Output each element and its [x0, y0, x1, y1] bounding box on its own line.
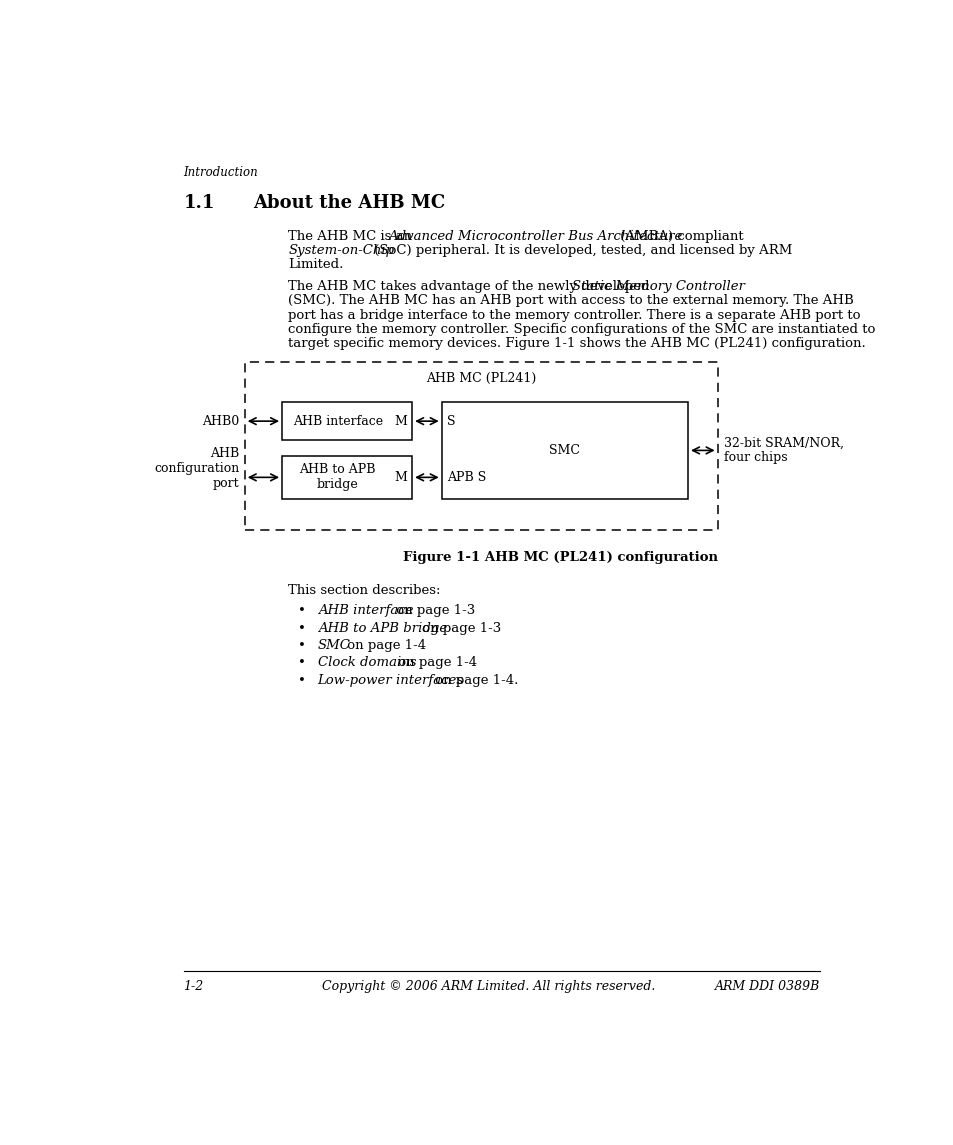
- Text: 32-bit SRAM/NOR,
four chips: 32-bit SRAM/NOR, four chips: [723, 436, 842, 465]
- Text: •: •: [298, 605, 306, 617]
- Text: on page 1-4.: on page 1-4.: [431, 673, 517, 687]
- Text: (SMC). The AHB MC has an AHB port with access to the external memory. The AHB: (SMC). The AHB MC has an AHB port with a…: [288, 294, 853, 308]
- Text: S: S: [447, 414, 456, 427]
- Text: •: •: [298, 656, 306, 670]
- Text: (AMBA) compliant: (AMBA) compliant: [616, 230, 742, 243]
- Text: AHB interface: AHB interface: [317, 605, 413, 617]
- Text: M: M: [395, 414, 407, 427]
- Text: The AHB MC takes advantage of the newly developed: The AHB MC takes advantage of the newly …: [288, 281, 653, 293]
- Text: Introduction: Introduction: [183, 166, 258, 179]
- Text: AHB to APB
bridge: AHB to APB bridge: [299, 464, 375, 491]
- Text: AHB MC (PL241): AHB MC (PL241): [426, 372, 536, 385]
- Text: Limited.: Limited.: [288, 259, 343, 271]
- Bar: [441, 402, 687, 499]
- Text: Figure 1-1 AHB MC (PL241) configuration: Figure 1-1 AHB MC (PL241) configuration: [402, 551, 717, 564]
- Text: AHB to APB bridge: AHB to APB bridge: [317, 622, 446, 634]
- Text: •: •: [298, 639, 306, 652]
- Text: AHB0: AHB0: [202, 414, 239, 427]
- Text: This section describes:: This section describes:: [288, 584, 440, 597]
- Text: port has a bridge interface to the memory controller. There is a separate AHB po: port has a bridge interface to the memor…: [288, 309, 860, 322]
- Text: Static Memory Controller: Static Memory Controller: [571, 281, 744, 293]
- Bar: [282, 456, 412, 499]
- Text: target specific memory devices. Figure 1-1 shows the AHB MC (PL241) configuratio: target specific memory devices. Figure 1…: [288, 338, 865, 350]
- Text: Low-power interfaces: Low-power interfaces: [317, 673, 463, 687]
- Text: on page 1-3: on page 1-3: [392, 605, 475, 617]
- Text: Clock domains: Clock domains: [317, 656, 416, 670]
- Text: Advanced Microcontroller Bus Architecture: Advanced Microcontroller Bus Architectur…: [387, 230, 681, 243]
- Text: AHB interface: AHB interface: [293, 414, 382, 427]
- Text: SMC: SMC: [549, 444, 579, 457]
- Text: ARM DDI 0389B: ARM DDI 0389B: [714, 980, 819, 993]
- Text: M: M: [395, 471, 407, 484]
- Text: on page 1-3: on page 1-3: [417, 622, 500, 634]
- Text: The AHB MC is an: The AHB MC is an: [288, 230, 416, 243]
- Text: APB S: APB S: [447, 471, 486, 484]
- Text: •: •: [298, 673, 306, 687]
- Text: (SoC) peripheral. It is developed, tested, and licensed by ARM: (SoC) peripheral. It is developed, teste…: [370, 244, 792, 256]
- Text: AHB
configuration
port: AHB configuration port: [154, 447, 239, 490]
- Text: SMC: SMC: [317, 639, 350, 652]
- Text: 1-2: 1-2: [183, 980, 204, 993]
- Text: configure the memory controller. Specific configurations of the SMC are instanti: configure the memory controller. Specifi…: [288, 323, 875, 335]
- Text: on page 1-4: on page 1-4: [394, 656, 476, 670]
- Text: About the AHB MC: About the AHB MC: [253, 194, 445, 212]
- Bar: [245, 362, 717, 530]
- Text: on page 1-4: on page 1-4: [343, 639, 426, 652]
- Bar: [282, 402, 412, 441]
- Text: 1.1: 1.1: [183, 194, 214, 212]
- Text: System-on-Chip: System-on-Chip: [288, 244, 394, 256]
- Text: •: •: [298, 622, 306, 634]
- Text: Copyright © 2006 ARM Limited. All rights reserved.: Copyright © 2006 ARM Limited. All rights…: [322, 980, 655, 993]
